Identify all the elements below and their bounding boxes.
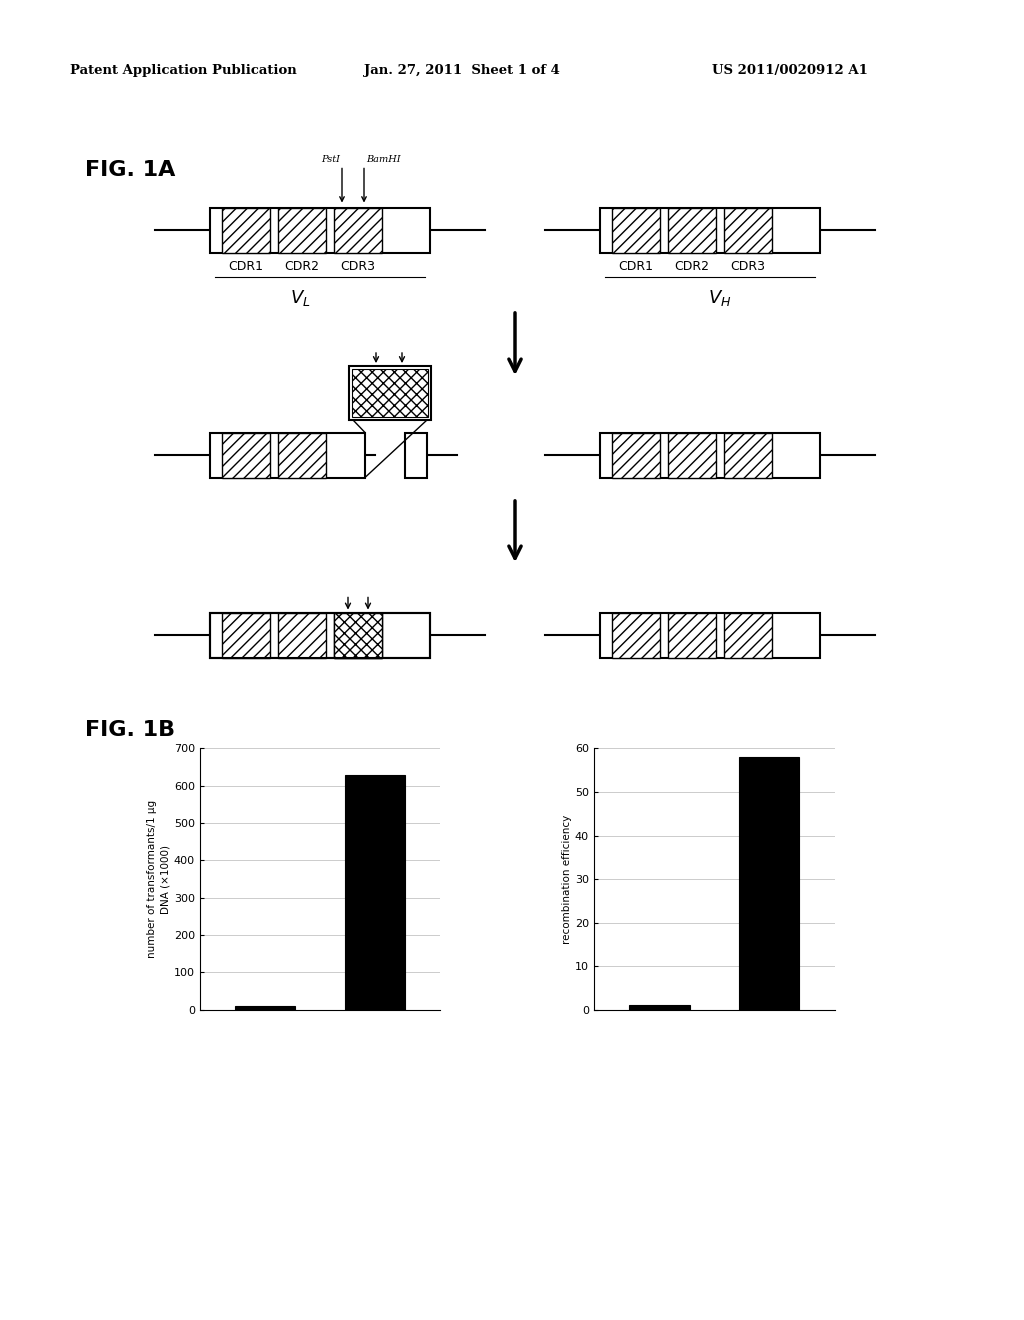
Bar [210, 433, 365, 478]
Bar [222, 207, 270, 252]
Bar [630, 1006, 689, 1010]
Text: PstI: PstI [321, 154, 340, 164]
Bar [600, 207, 820, 252]
Text: CDR2: CDR2 [675, 260, 710, 273]
Bar [600, 612, 820, 657]
Text: $V_L$: $V_L$ [290, 289, 310, 309]
Bar [612, 433, 660, 478]
Text: FIG. 1A: FIG. 1A [85, 160, 175, 180]
Bar [612, 207, 660, 252]
Bar [724, 612, 772, 657]
Bar [222, 612, 270, 657]
Bar [345, 775, 404, 1010]
Bar [236, 1006, 295, 1010]
Text: CDR3: CDR3 [730, 260, 766, 273]
Text: CDR1: CDR1 [618, 260, 653, 273]
Y-axis label: recombination efficiency: recombination efficiency [562, 814, 572, 944]
Bar [668, 433, 716, 478]
Bar [724, 433, 772, 478]
Text: CDR2: CDR2 [285, 260, 319, 273]
Bar [406, 433, 427, 478]
Bar [352, 370, 428, 417]
Text: Patent Application Publication: Patent Application Publication [70, 63, 296, 77]
Bar [668, 207, 716, 252]
Bar [210, 612, 430, 657]
Bar [600, 433, 820, 478]
Text: FIG. 1B: FIG. 1B [85, 719, 175, 741]
Text: $V_H$: $V_H$ [709, 289, 732, 309]
Bar [334, 207, 382, 252]
Bar [724, 207, 772, 252]
Text: CDR3: CDR3 [341, 260, 376, 273]
Bar [210, 612, 430, 657]
Bar [612, 612, 660, 657]
Text: US 2011/0020912 A1: US 2011/0020912 A1 [712, 63, 867, 77]
Bar [278, 433, 326, 478]
Bar [278, 612, 326, 657]
Bar [210, 207, 430, 252]
Bar [334, 612, 382, 657]
Bar [278, 207, 326, 252]
Bar [349, 366, 431, 420]
Bar [668, 612, 716, 657]
Bar [222, 433, 270, 478]
Text: Jan. 27, 2011  Sheet 1 of 4: Jan. 27, 2011 Sheet 1 of 4 [364, 63, 559, 77]
Y-axis label: number of transformants/1 μg
DNA (×1000): number of transformants/1 μg DNA (×1000) [146, 800, 171, 958]
Text: CDR1: CDR1 [228, 260, 263, 273]
Bar [334, 612, 382, 657]
Bar [334, 612, 382, 657]
Text: BamHI: BamHI [366, 154, 400, 164]
Bar [739, 758, 799, 1010]
